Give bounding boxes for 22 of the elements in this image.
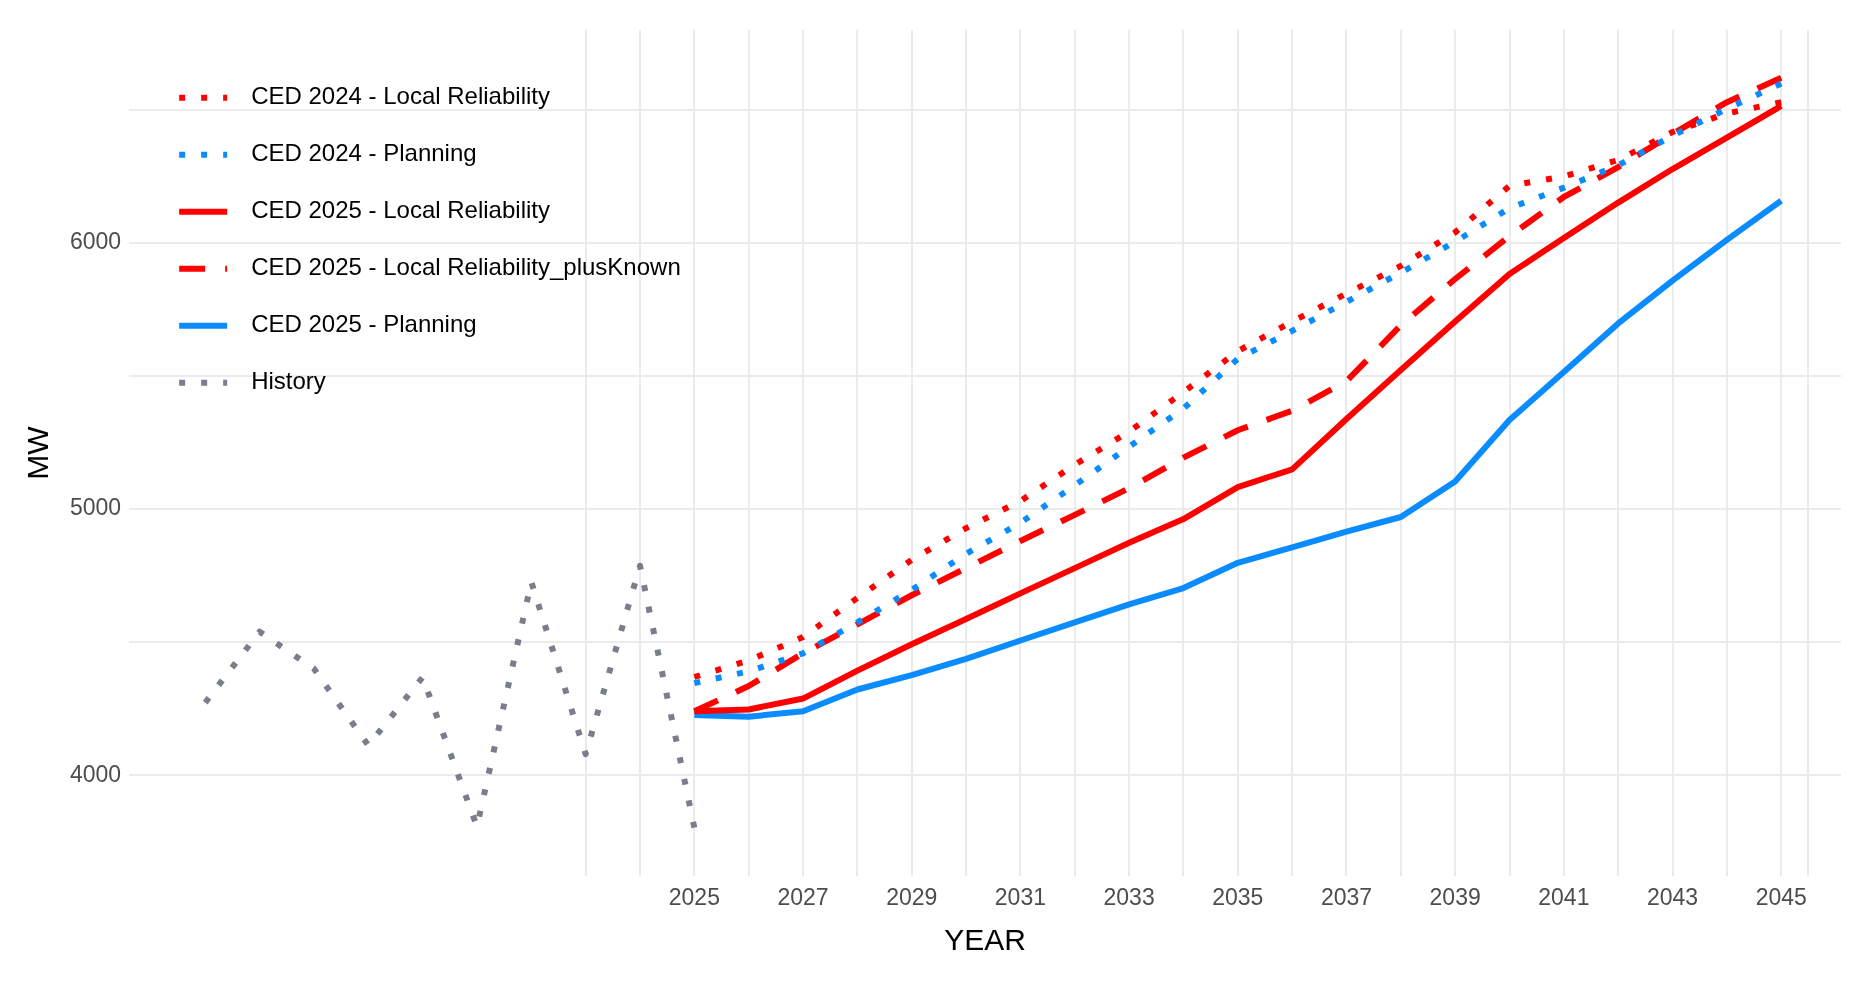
legend-label: CED 2024 - Planning [251, 139, 477, 167]
x-tick-label: 2029 [886, 883, 938, 910]
y-tick-label: 4000 [69, 760, 122, 787]
x-tick-label: 2031 [994, 883, 1046, 910]
x-tick-label: 2025 [668, 883, 720, 910]
legend-label: CED 2025 - Planning [251, 310, 477, 338]
legend-label: History [251, 367, 326, 395]
x-tick-label: 2037 [1320, 883, 1373, 910]
legend-label: CED 2025 - Local Reliability_plusKnown [251, 253, 681, 281]
legend-label: CED 2024 - Local Reliability [251, 82, 550, 110]
x-tick-label: 2043 [1646, 883, 1699, 910]
legend-label: CED 2025 - Local Reliability [251, 196, 550, 224]
x-axis-title: YEAR [944, 923, 1026, 957]
x-tick-label: 2039 [1429, 883, 1481, 910]
x-tick-label: 2045 [1755, 883, 1807, 910]
x-tick-label: 2033 [1103, 883, 1155, 910]
y-tick-label: 5000 [69, 494, 122, 521]
y-tick-label: 6000 [69, 228, 122, 255]
x-tick-label: 2027 [777, 883, 829, 910]
y-axis-title: MW [21, 425, 55, 480]
x-tick-label: 2035 [1212, 883, 1264, 910]
x-tick-label: 2041 [1538, 883, 1590, 910]
